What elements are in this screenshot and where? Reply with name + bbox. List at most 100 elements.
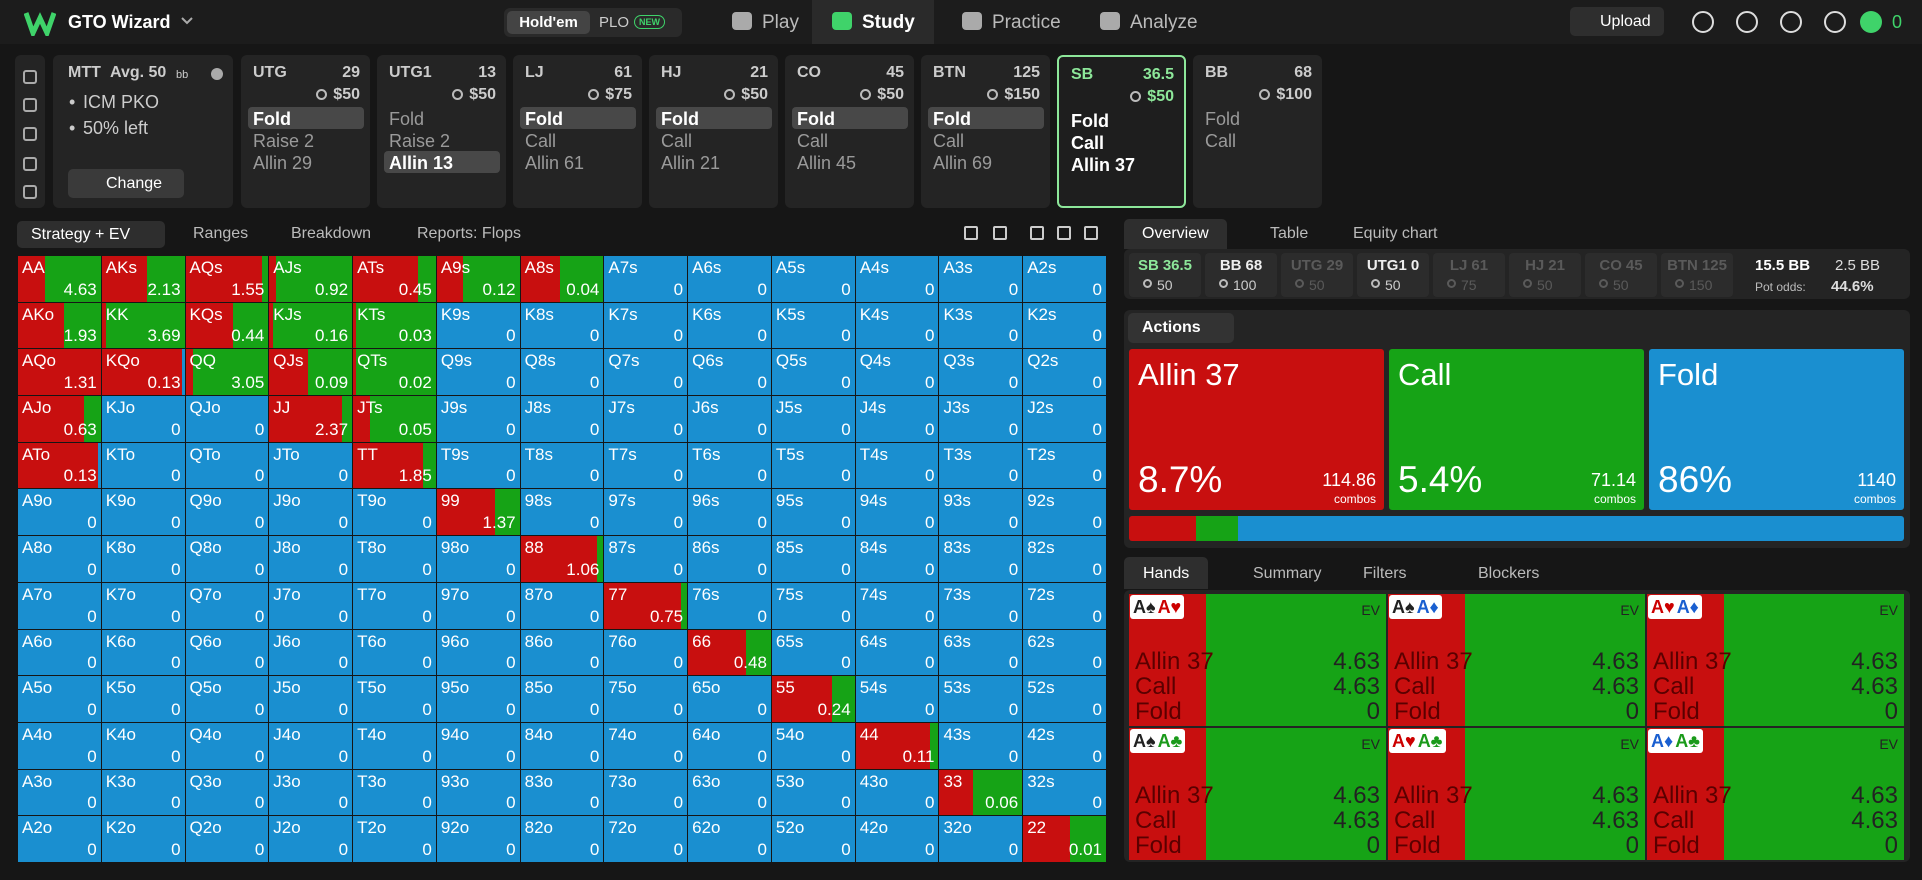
position-action[interactable]: Call — [1071, 133, 1105, 153]
hand-cell[interactable]: Q8s 0 — [520, 349, 604, 396]
hand-cell[interactable]: QTo 0 — [185, 442, 269, 489]
position-action[interactable]: Fold — [1071, 111, 1109, 131]
hand-cell[interactable]: A2s 0 — [1023, 256, 1106, 302]
hand-cell[interactable]: QJs 0.09 — [269, 349, 353, 396]
hand-cell[interactable]: 84s 0 — [855, 536, 939, 582]
stack-chip[interactable]: LJ 61 75 — [1433, 253, 1505, 297]
hand-cell[interactable]: J2s 0 — [1023, 396, 1106, 442]
hand-cell[interactable]: K2o 0 — [101, 816, 185, 862]
hand-cell[interactable]: KJo 0 — [101, 396, 185, 442]
hand-cell[interactable]: 83o 0 — [520, 769, 604, 816]
hand-cell[interactable]: 22 0.01 — [1023, 816, 1106, 862]
hand-cell[interactable]: KTo 0 — [101, 442, 185, 489]
hand-cell[interactable]: 62o 0 — [688, 816, 771, 862]
hand-cell[interactable]: A9s 0.12 — [436, 256, 520, 302]
hand-cell[interactable]: Q4o 0 — [185, 722, 269, 769]
hand-cell[interactable]: 42o 0 — [855, 816, 939, 862]
hands-tab[interactable]: Summary — [1253, 565, 1322, 582]
hand-cell[interactable]: AJo 0.63 — [18, 396, 101, 442]
hand-cell[interactable]: J6s 0 — [688, 396, 771, 442]
position-action[interactable]: Allin 37 — [1071, 155, 1136, 175]
position-card[interactable]: BTN 125 $150 Fold Call Allin 69 — [921, 55, 1050, 208]
hand-cell[interactable]: K2s 0 — [1023, 302, 1106, 349]
hand-cell[interactable]: 96s 0 — [688, 489, 771, 536]
hand-cell[interactable]: T3s 0 — [939, 442, 1023, 489]
view-icon[interactable] — [1030, 226, 1044, 240]
hand-cell[interactable]: 53s 0 — [939, 676, 1023, 722]
mode-plo[interactable]: PLO — [599, 14, 630, 31]
hand-cell[interactable]: 76o 0 — [604, 629, 688, 676]
stack-chip[interactable]: CO 45 50 — [1585, 253, 1657, 297]
combo-card[interactable]: A♠ A♦ EV Allin 37 4.63 Call 4.63 Fold 0 — [1388, 594, 1645, 726]
hand-cell[interactable]: 43s 0 — [939, 722, 1023, 769]
hand-cell[interactable]: K4o 0 — [101, 722, 185, 769]
overview-tab[interactable]: Equity chart — [1353, 225, 1438, 242]
action-card[interactable]: Allin 37 8.7% 114.86 combos — [1129, 349, 1384, 510]
hand-cell[interactable]: QQ 3.05 — [185, 349, 269, 396]
hand-cell[interactable]: A3s 0 — [939, 256, 1023, 302]
hand-cell[interactable]: 92s 0 — [1023, 489, 1106, 536]
hand-cell[interactable]: A8s 0.04 — [520, 256, 604, 302]
hand-cell[interactable]: AKs 2.13 — [101, 256, 185, 302]
hand-cell[interactable]: 93o 0 — [436, 769, 520, 816]
hand-cell[interactable]: Q2s 0 — [1023, 349, 1106, 396]
position-action[interactable]: Fold — [661, 109, 699, 129]
hand-cell[interactable]: K9s 0 — [436, 302, 520, 349]
stack-chip[interactable]: SB 36.5 50 — [1129, 253, 1201, 297]
hand-cell[interactable]: T3o 0 — [353, 769, 436, 816]
hand-cell[interactable]: K5o 0 — [101, 676, 185, 722]
hand-cell[interactable]: 85s 0 — [771, 536, 855, 582]
hand-cell[interactable]: 74o 0 — [604, 722, 688, 769]
hand-cell[interactable]: 73s 0 — [939, 582, 1023, 629]
overview-tab[interactable]: Table — [1270, 225, 1309, 242]
tool-icon[interactable] — [23, 157, 37, 171]
hand-cell[interactable]: 75o 0 — [604, 676, 688, 722]
nav-item[interactable]: Play — [762, 12, 799, 33]
hand-cell[interactable]: 87s 0 — [604, 536, 688, 582]
combo-card[interactable]: A♠ A♥ EV Allin 37 4.63 Call 4.63 Fold 0 — [1129, 594, 1386, 726]
brand-caret[interactable] — [180, 16, 194, 26]
header-icon[interactable] — [1692, 11, 1714, 33]
hand-cell[interactable]: J7s 0 — [604, 396, 688, 442]
hand-cell[interactable]: 32s 0 — [1023, 769, 1106, 816]
wallet-icon[interactable] — [1860, 11, 1882, 33]
hand-cell[interactable]: Q5s 0 — [771, 349, 855, 396]
header-icon[interactable] — [1736, 11, 1758, 33]
hand-cell[interactable]: 43o 0 — [855, 769, 939, 816]
hand-cell[interactable]: J6o 0 — [269, 629, 353, 676]
hand-cell[interactable]: 95o 0 — [436, 676, 520, 722]
position-action[interactable]: Fold — [933, 109, 971, 129]
hand-cell[interactable]: T4s 0 — [855, 442, 939, 489]
stack-chip[interactable]: BB 68 100 — [1205, 253, 1277, 297]
view-icon[interactable] — [993, 226, 1007, 240]
hand-cell[interactable]: 72s 0 — [1023, 582, 1106, 629]
hand-cell[interactable]: A5s 0 — [771, 256, 855, 302]
position-action[interactable]: Fold — [797, 109, 835, 129]
position-card[interactable]: HJ 21 $50 Fold Call Allin 21 — [649, 55, 778, 208]
hand-cell[interactable]: J9s 0 — [436, 396, 520, 442]
hand-cell[interactable]: 99 1.37 — [436, 489, 520, 536]
hand-cell[interactable]: 83s 0 — [939, 536, 1023, 582]
hand-cell[interactable]: 86o 0 — [520, 629, 604, 676]
hand-cell[interactable]: QTs 0.02 — [353, 349, 436, 396]
hand-cell[interactable]: T8s 0 — [520, 442, 604, 489]
hand-cell[interactable]: 98o 0 — [436, 536, 520, 582]
position-action[interactable]: Allin 69 — [933, 153, 993, 173]
hand-cell[interactable]: 53o 0 — [771, 769, 855, 816]
nav-icon[interactable] — [832, 12, 852, 30]
mode-holdem[interactable]: Hold'em — [507, 11, 590, 34]
hand-cell[interactable]: 62s 0 — [1023, 629, 1106, 676]
hand-cell[interactable]: 93s 0 — [939, 489, 1023, 536]
hand-cell[interactable]: Q9s 0 — [436, 349, 520, 396]
hand-cell[interactable]: J5o 0 — [269, 676, 353, 722]
hand-cell[interactable]: ATo 0.13 — [18, 442, 101, 489]
hand-cell[interactable]: Q9o 0 — [185, 489, 269, 536]
hand-cell[interactable]: 42s 0 — [1023, 722, 1106, 769]
hand-cell[interactable]: Q8o 0 — [185, 536, 269, 582]
hand-cell[interactable]: QJo 0 — [185, 396, 269, 442]
position-action[interactable]: Allin 21 — [661, 153, 721, 173]
hand-cell[interactable]: 54o 0 — [771, 722, 855, 769]
position-action[interactable]: Raise 2 — [389, 131, 451, 151]
nav-item[interactable]: Analyze — [1130, 12, 1198, 33]
hand-cell[interactable]: Q7o 0 — [185, 582, 269, 629]
